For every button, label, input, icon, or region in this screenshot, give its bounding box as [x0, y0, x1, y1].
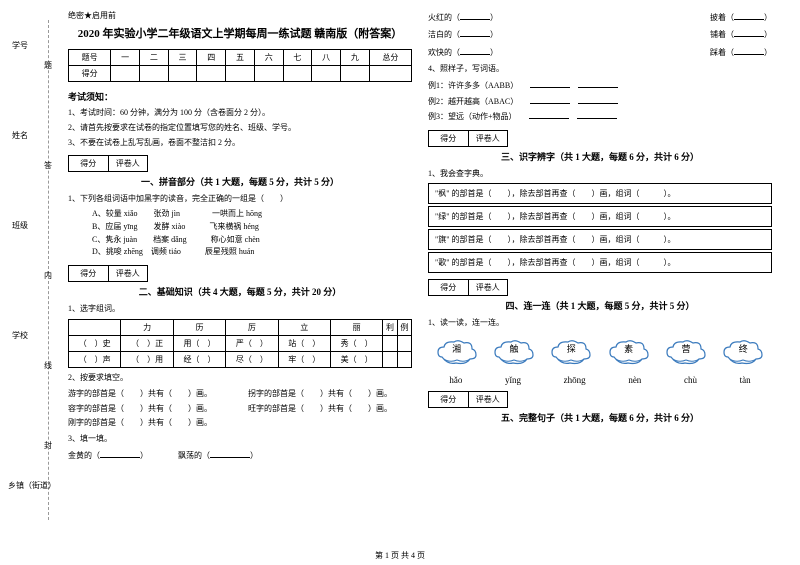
- cloud-item: 探: [550, 337, 592, 367]
- score-reviewer-box: 得分评卷人: [428, 279, 508, 296]
- pinyin-row: hǎo yǐng zhōng nèn chù tàn: [428, 375, 772, 385]
- section-3-title: 三、识字辨字（共 1 大题，每题 6 分，共计 6 分）: [428, 150, 772, 163]
- option-d: D、挑唆 zhēng 调频 tiáo 辰星残照 huán: [92, 246, 412, 259]
- question-3-1: 1、我会查字典。: [428, 168, 772, 180]
- side-label: 姓名: [12, 130, 28, 141]
- fill-line: 容字的部首是（ ）共有（ ）画。 旺字的部首是（ ）共有（ ）画。: [68, 402, 412, 416]
- table-row: 得分: [69, 66, 412, 82]
- exam-title: 2020 年实验小学二年级语文上学期每周一练试题 赣南版（附答案）: [68, 25, 412, 41]
- section-1-title: 一、拼音部分（共 1 大题，每题 5 分，共计 5 分）: [68, 175, 412, 188]
- margin-char: 题: [44, 60, 52, 71]
- notice-title: 考试须知：: [68, 90, 412, 103]
- confidential-label: 绝密★启用前: [68, 10, 412, 21]
- lookup-row: "枫" 的部首是（ ），除去部首再查（ ）画，组词（ ）。: [428, 183, 772, 204]
- section-4-title: 四、连一连（共 1 大题，每题 5 分，共计 5 分）: [428, 299, 772, 312]
- margin-char: 线: [44, 360, 52, 371]
- section-2-title: 二、基础知识（共 4 大题，每题 5 分，共计 20 分）: [68, 285, 412, 298]
- options: A、较量 xiǎo 张劲 jìn 一哄而上 hōng B、应届 yīng 发酵 …: [68, 208, 412, 259]
- table-row: 力历厉立丽利例: [69, 320, 412, 336]
- binding-margin: 学号 姓名 班级 学校 乡镇（街道） 题 答 内 线 封: [8, 10, 56, 530]
- fill-line: 游字的部首是（ ）共有（ ）画。 拐字的部首是（ ）共有（ ）画。: [68, 387, 412, 401]
- section-5-title: 五、完整句子（共 1 大题，每题 6 分，共计 6 分）: [428, 411, 772, 424]
- notice-list: 1、考试时间：60 分钟，满分为 100 分（含卷面分 2 分）。 2、请首先按…: [68, 107, 412, 149]
- fill-line: 刚字的部首是（ ）共有（ ）画。: [68, 416, 412, 430]
- right-column: 火红的（）披着（） 洁白的（）铺着（） 欢快的（）踩着（） 4、照样子，写词语。…: [420, 10, 780, 540]
- score-reviewer-box: 得分评卷人: [68, 155, 148, 172]
- score-reviewer-box: 得分评卷人: [428, 391, 508, 408]
- cloud-item: 营: [665, 337, 707, 367]
- margin-char: 内: [44, 270, 52, 281]
- question-4: 4、照样子，写词语。: [428, 63, 772, 75]
- example-2: 例2：越开越高（ABAC）: [428, 94, 772, 109]
- cloud-row: 湘 触 探 素 营 终: [428, 337, 772, 367]
- char-table: 力历厉立丽利例 （ ）史（ ）正用（ ）严（ ）站（ ）秀（ ） （ ）声（ ）…: [68, 319, 412, 368]
- example-3: 例3：望远（动作+物品）: [428, 109, 772, 124]
- fill-line: 金黄的（） 飘荡的（）: [68, 448, 412, 463]
- side-label: 学号: [12, 40, 28, 51]
- option-b: B、应届 yīng 发酵 xiào 飞来横祸 héng: [92, 221, 412, 234]
- cloud-item: 终: [722, 337, 764, 367]
- table-row: （ ）史（ ）正用（ ）严（ ）站（ ）秀（ ）: [69, 336, 412, 352]
- side-label: 乡镇（街道）: [8, 480, 56, 491]
- cloud-item: 触: [493, 337, 535, 367]
- question-2-2: 2、按要求填空。: [68, 372, 412, 384]
- side-label: 班级: [12, 220, 28, 231]
- score-reviewer-box: 得分评卷人: [68, 265, 148, 282]
- page-footer: 第 1 页 共 4 页: [0, 550, 800, 561]
- cloud-item: 湘: [436, 337, 478, 367]
- option-c: C、隽永 juàn 档案 dǎng 称心如意 chèn: [92, 234, 412, 247]
- left-column: 绝密★启用前 2020 年实验小学二年级语文上学期每周一练试题 赣南版（附答案）…: [60, 10, 420, 540]
- question-1: 1、下列各组词语中加黑字的读音，完全正确的一组是（ ）: [68, 193, 412, 205]
- notice-item: 3、不要在试卷上乱写乱画，卷面不整洁扣 2 分。: [68, 137, 412, 149]
- lookup-row: "歌" 的部首是（ ），除去部首再查（ ）画，组词（ ）。: [428, 252, 772, 273]
- lookup-row: "绿" 的部首是（ ），除去部首再查（ ）画，组词（ ）。: [428, 206, 772, 227]
- fill-continued: 火红的（）披着（） 洁白的（）铺着（） 欢快的（）踩着（）: [428, 10, 772, 60]
- side-label: 学校: [12, 330, 28, 341]
- score-reviewer-box: 得分评卷人: [428, 130, 508, 147]
- lookup-row: "旗" 的部首是（ ），除去部首再查（ ）画，组词（ ）。: [428, 229, 772, 250]
- notice-item: 2、请首先按要求在试卷的指定位置填写您的姓名、班级、学号。: [68, 122, 412, 134]
- question-2-1: 1、选字组词。: [68, 303, 412, 315]
- option-a: A、较量 xiǎo 张劲 jìn 一哄而上 hōng: [92, 208, 412, 221]
- table-row: 题号一二三四五六七八九总分: [69, 50, 412, 66]
- notice-item: 1、考试时间：60 分钟，满分为 100 分（含卷面分 2 分）。: [68, 107, 412, 119]
- margin-char: 答: [44, 160, 52, 171]
- page-content: 绝密★启用前 2020 年实验小学二年级语文上学期每周一练试题 赣南版（附答案）…: [0, 0, 800, 540]
- margin-char: 封: [44, 440, 52, 451]
- score-table: 题号一二三四五六七八九总分 得分: [68, 49, 412, 82]
- question-2-3: 3、填一填。: [68, 433, 412, 445]
- cloud-item: 素: [608, 337, 650, 367]
- example-1: 例1：许许多多（AABB）: [428, 78, 772, 93]
- question-4-1: 1、读一读，连一连。: [428, 317, 772, 329]
- table-row: （ ）声（ ）用经（ ）尽（ ）牢（ ）美（ ）: [69, 352, 412, 368]
